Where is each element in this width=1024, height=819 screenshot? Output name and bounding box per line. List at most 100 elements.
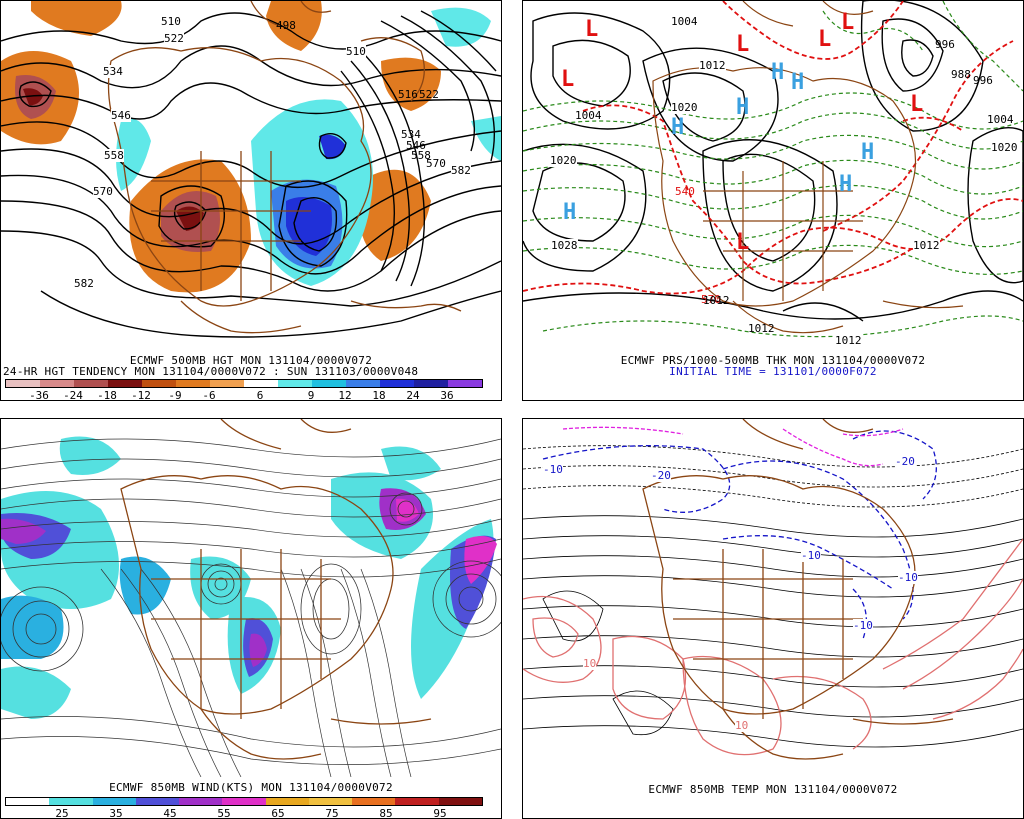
panel-caption: ECMWF 500MB HGT MON 131104/0000V072 [129,354,373,367]
coastlines [107,1,462,334]
contour-label: 582 [451,164,471,177]
panel-850mb-wind: ECMWF 850MB WIND(KTS) MON 131104/0000V07… [0,418,502,819]
isobar-label: 1012 [913,239,940,252]
colorbar-label: 85 [379,807,393,819]
contour-label: 522 [419,88,439,101]
thickness-label: 540 [675,185,695,198]
panel-caption: ECMWF 850MB WIND(KTS) MON 131104/0000V07… [109,781,393,794]
colorbar-label: 12 [338,389,352,401]
isobar-label: 1028 [551,239,578,252]
contour-label: 558 [104,149,124,162]
contour-label: 546 [111,109,131,122]
isotherm-label: 10 [583,657,597,670]
high-center-marker: H [771,60,784,85]
colorbar-label: -12 [131,389,151,401]
isotherm-label: -10 [898,571,918,584]
colorbar-swatch [448,380,482,387]
thickness-cold [523,1,1023,338]
contour-label: 558 [411,149,431,162]
contour-label: 510 [161,15,181,28]
high-center-marker: H [791,70,804,95]
colorbar-swatch [92,798,136,805]
high-center-marker: H [671,115,684,140]
colorbar-label: 6 [256,389,264,401]
high-center-marker: H [861,140,874,165]
map-850mb-temp [523,419,1023,760]
low-center-marker: L [736,230,749,255]
colorbar-swatch [74,380,108,387]
isobar-label: 1012 [748,322,775,335]
colorbar-label: -6 [202,389,216,401]
contour-label: 570 [93,185,113,198]
isobar-label: 996 [935,38,955,51]
colorbar-swatch [312,380,346,387]
low-center-marker: L [841,10,854,35]
contour-label: 534 [103,65,123,78]
isotherm-label: -10 [543,463,563,476]
high-center-marker: H [736,95,749,120]
colorbar-swatch [278,380,312,387]
coastlines [652,1,964,334]
map-500mb-height [1,1,501,338]
contour-label: 582 [74,277,94,290]
colorbar-swatch [222,798,266,805]
isotherm-label: -10 [853,619,873,632]
contour-label: 510 [346,45,366,58]
isobar-label: 988 [951,68,971,81]
isotherms [523,445,1023,748]
colorbar-label: -36 [29,389,49,401]
high-center-marker: H [563,200,576,225]
thickness-label: 570 [701,293,721,306]
colorbar-swatch [414,380,448,387]
colorbar-swatch [49,798,93,805]
streamlines [1,438,501,777]
isotherms-cold [542,430,937,640]
low-center-marker: L [818,27,831,52]
low-center-marker: L [910,92,923,117]
colorbar-swatch [40,380,74,387]
colorbar-swatch [6,380,40,387]
isobar-label: 996 [973,74,993,87]
colorbar-label: 45 [163,807,177,819]
colorbar-swatch [395,798,439,805]
panel-caption-2: 24-HR HGT TENDENCY MON 131104/0000V072 :… [3,365,419,378]
colorbar-label: 35 [109,807,123,819]
colorbar-swatch [179,798,223,805]
colorbar-label: 9 [307,389,315,401]
low-center-marker: L [585,17,598,42]
isobar-label: 1012 [699,59,726,72]
panel-850mb-temp: -20 -10 -10 -10 -10 -20 10 10 ECMWF 850M… [522,418,1024,819]
isobar-label: 1020 [550,154,577,167]
isotherms-warm [523,538,1023,756]
wind-colorbar-labels: 25 35 45 55 65 75 85 95 [5,807,481,819]
colorbar-label: 55 [217,807,231,819]
colorbar-label: 18 [372,389,386,401]
isotherm-label: 10 [735,719,749,732]
colorbar-swatch [346,380,380,387]
panel-caption: ECMWF 850MB TEMP MON 131104/0000V072 [648,783,898,796]
contour-label: 570 [426,157,446,170]
colorbar-swatch [380,380,414,387]
colorbar-swatch [210,380,244,387]
colorbar-swatch [352,798,396,805]
colorbar-label: -24 [63,389,83,401]
tendency-colorbar-labels: -36 -24 -18 -12 -9 -6 6 9 12 18 24 36 [5,389,481,401]
colorbar-swatch [438,798,482,805]
isotherm-label: -10 [801,549,821,562]
low-center-marker: L [561,67,574,92]
map-pressure-thickness: L L L L L L L H H H H H H H [523,1,1023,338]
colorbar-label: 25 [55,807,69,819]
wind-speed-fills [1,436,497,719]
isobar-label: 1012 [703,294,730,307]
colorbar-swatch [265,798,309,805]
isobar-label: 1012 [835,334,862,347]
colorbar-label: 75 [325,807,339,819]
colorbar-swatch [142,380,176,387]
panel-500mb-height: 510 522 498 534 510 516 522 546 558 570 … [0,0,502,401]
high-center-marker: H [839,172,852,197]
colorbar-swatch [135,798,180,805]
isobars [523,1,1023,322]
pressure-centers: L L L L L L L H H H H H H H [561,10,923,255]
contour-label: 546 [406,139,426,152]
colorbar-swatch [108,380,142,387]
